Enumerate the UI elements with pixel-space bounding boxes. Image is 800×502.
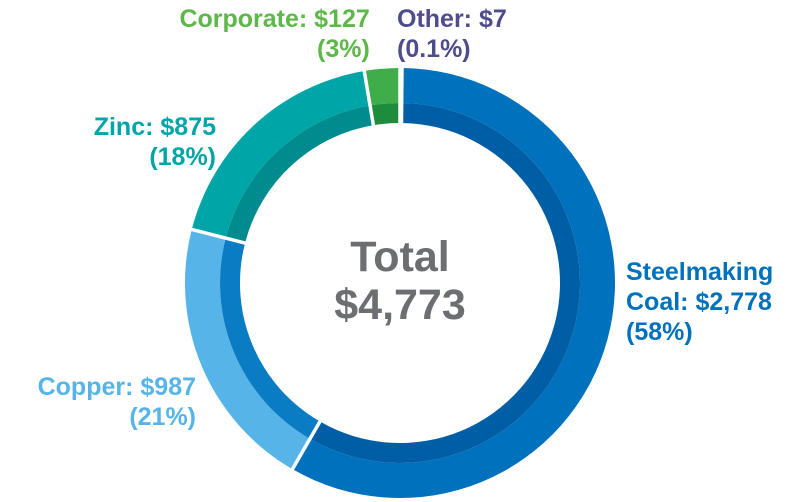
center-total-value: $4,773 [334,281,466,329]
steelmaking-coal-label: Steelmaking Coal: $2,778 (58%) [626,257,773,347]
zinc-label-text: Zinc: $875 [93,113,216,141]
zinc-slice [191,70,371,239]
copper-label: Copper: $987 (21%) [22,372,196,432]
slice-separator [362,69,376,127]
copper-percent: (21%) [129,403,196,431]
steelmaking-coal-percent: (58%) [626,318,693,346]
corporate-slice [364,68,400,106]
zinc-label: Zinc: $875 (18%) [56,112,216,172]
other-label-text: Other: $7 [397,5,507,33]
zinc-percent: (18%) [149,143,216,171]
copper-slice-inner [220,238,320,439]
steelmaking-coal-label-line2: Coal: $2,778 [626,288,772,316]
corporate-slice-inner [370,103,400,126]
slice-separator [290,419,322,471]
corporate-label: Corporate: $127 (3%) [175,4,370,64]
corporate-label-text: Corporate: $127 [179,5,370,33]
copper-label-text: Copper: $987 [37,373,196,401]
zinc-slice-inner [225,105,374,244]
corporate-percent: (3%) [317,35,370,63]
center-total-label: Total $4,773 [300,233,500,329]
steelmaking-coal-label-line1: Steelmaking [626,258,774,286]
slice-separator [399,66,404,125]
steelmaking-coal-slice [292,68,615,498]
center-total-title: Total [350,233,450,281]
slice-separator [190,227,247,246]
copper-slice [185,229,310,470]
other-label: Other: $7 (0.1%) [397,4,507,64]
other-percent: (0.1%) [397,35,471,63]
